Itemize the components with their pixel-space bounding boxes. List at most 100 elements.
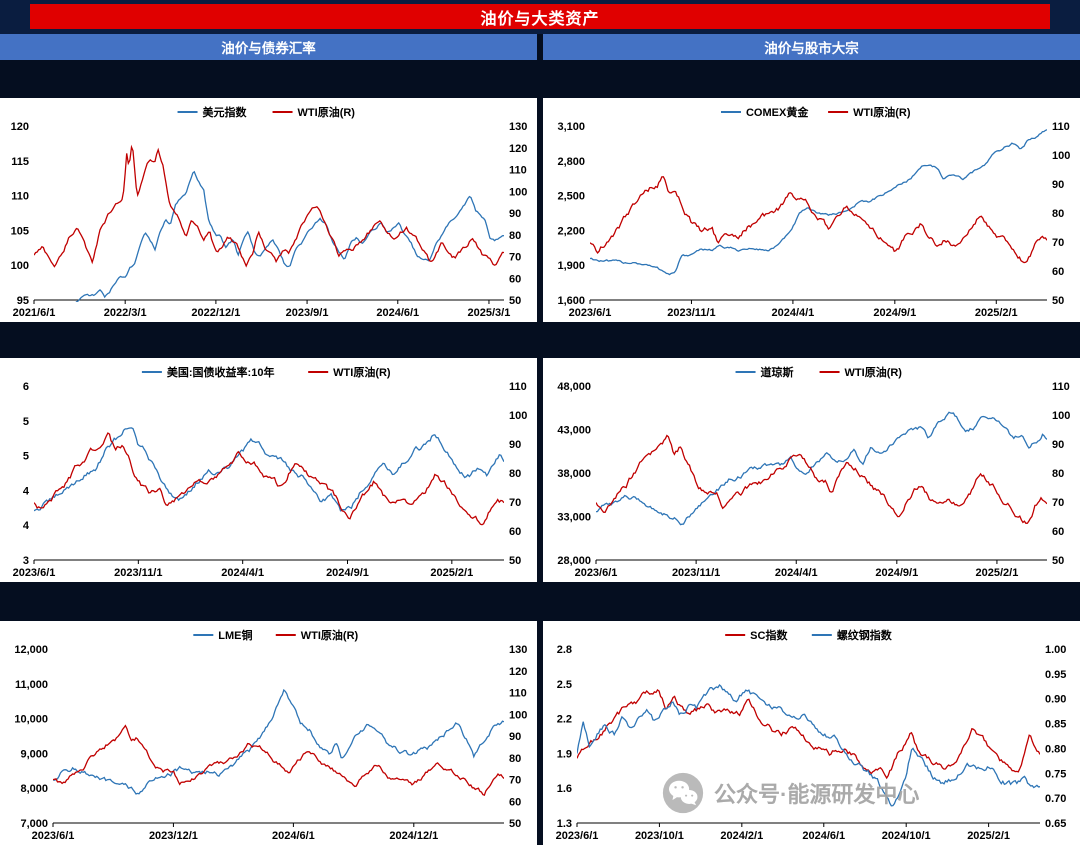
comex-gold-line [590,129,1047,276]
left-axis-label: 12,000 [14,644,48,656]
x-axis-label: 2023/11/1 [667,307,715,319]
x-axis-label: 2025/3/1 [468,307,511,319]
right-axis-label: 80 [1052,468,1064,480]
right-axis-label: 110 [1052,381,1070,393]
right-axis-label: 130 [509,121,527,133]
left-axis-label: 105 [11,225,29,237]
right-axis-label: 110 [509,688,527,700]
chart-canvas: 6 5 5 4 4 3 110 100 90 80 70 60 50 2023/6/1 2023/11/1 2… [13,365,528,579]
right-axis-label: 70 [509,252,521,264]
right-axis-label: 110 [509,381,527,393]
right-axis-label: 70 [1052,237,1064,249]
chart-canvas: 3,100 2,800 2,500 2,200 1,900 1,600 110 100 90 80… [557,105,1070,319]
x-axis-label: 2024/6/1 [802,830,845,842]
right-axis-label: 60 [509,526,521,538]
left-axis-label: 11,000 [15,679,48,691]
right-axis-label: 90 [509,439,521,451]
chart-canvas: 1201151101051009513012011010090807060502… [11,105,528,319]
left-axis-label: 120 [11,121,29,133]
chart-canvas: 48,000 43,000 38,000 33,000 28,000 110 100 90 80… [557,365,1070,579]
right-axis-label: 120 [509,143,527,155]
right-axis-label: 50 [509,295,521,307]
chart-sc-index-vs-rebar-index: 2.8 2.5 2.2 1.9 1.6 1.3 1.00 0.95 0.90 0.85 0.80 0.… [543,621,1080,845]
wti-crude-legend-label: WTI原油(R) [845,365,903,379]
left-axis-label: 4 [23,520,30,532]
x-axis-label: 2024/6/1 [376,307,419,319]
x-axis-label: 2022/3/1 [104,307,147,319]
x-axis-label: 2025/2/1 [976,567,1019,579]
section-header-left: 油价与债券汇率 [0,34,537,60]
left-axis-label: 48,000 [557,381,591,393]
left-axis-label: 2,800 [557,156,585,168]
right-axis-label: 90 [509,208,521,220]
page-title-bar: 油价与大类资产 [30,4,1050,29]
left-axis-label: 115 [11,156,29,168]
x-axis-label: 2023/6/1 [13,567,56,579]
left-axis-label: 2.2 [557,714,572,726]
left-axis-label: 43,000 [557,425,591,437]
rebar-index-legend-label: 螺纹钢指数 [837,628,893,642]
section-headers: 油价与债券汇率 油价与股市大宗 [0,34,1080,60]
dow-jones-legend-label: 道琼斯 [761,365,794,379]
left-axis-label: 38,000 [557,468,591,480]
x-axis-label: 2023/10/1 [635,830,684,842]
wti-crude-legend-label: WTI原油(R) [298,105,356,119]
rebar-index-line [577,684,1040,807]
x-axis-label: 2024/4/1 [221,567,264,579]
left-axis-label: 4 [23,485,30,497]
right-axis-label: 100 [1052,150,1070,162]
watermark: 公众号·能源研发中心 [662,772,919,814]
right-axis-label: 80 [509,753,521,765]
wti-crude-line [34,432,504,526]
right-axis-label: 100 [509,186,527,198]
right-axis-label: 60 [509,273,521,285]
x-axis-label: 2024/12/1 [389,830,438,842]
x-axis-label: 2023/11/1 [672,567,720,579]
left-axis-label: 2,200 [557,225,585,237]
x-axis-label: 2023/6/1 [556,830,599,842]
left-axis-label: 100 [11,260,29,272]
x-axis-label: 2023/11/1 [114,567,162,579]
left-axis-label: 10,000 [14,714,48,726]
lme-copper-line [53,688,504,795]
right-axis-label: 120 [509,666,527,678]
right-axis-label: 130 [509,644,527,656]
left-axis-label: 1,900 [557,260,585,272]
right-axis-label: 50 [509,818,521,830]
left-axis-label: 33,000 [557,512,591,524]
right-axis-label: 110 [509,165,527,177]
section-header-divider [537,34,543,60]
chart-canvas: 12,000 11,000 10,000 9,000 8,000 7,000 130 120 1… [14,628,527,842]
wechat-icon [662,772,704,814]
right-axis-label: 0.65 [1045,818,1066,830]
x-axis-label: 2023/12/1 [149,830,198,842]
right-axis-label: 90 [1052,439,1064,451]
right-axis-label: 80 [509,230,521,242]
left-axis-label: 28,000 [557,555,591,567]
x-axis-label: 2023/6/1 [32,830,75,842]
wti-crude-legend-label: WTI原油(R) [301,628,359,642]
right-axis-label: 60 [1052,526,1064,538]
left-axis-label: 1.9 [557,748,572,760]
right-axis-label: 100 [1052,410,1070,422]
wti-crude-line [34,144,504,268]
left-axis-label: 5 [23,451,29,463]
page-title: 油价与大类资产 [480,10,600,28]
left-axis-label: 2.8 [557,644,572,656]
x-axis-label: 2025/2/1 [967,830,1010,842]
left-axis-label: 6 [23,381,29,393]
x-axis-label: 2025/2/1 [975,307,1018,319]
left-axis-label: 110 [11,191,29,203]
left-axis-label: 9,000 [20,748,48,760]
right-axis-label: 80 [1052,208,1064,220]
x-axis-label: 2024/2/1 [720,830,763,842]
x-axis-label: 2024/9/1 [875,567,918,579]
x-axis-label: 2024/6/1 [272,830,315,842]
left-axis-label: 3,100 [557,121,585,133]
sc-index-line [577,688,1040,780]
right-axis-label: 70 [509,497,521,509]
right-axis-label: 50 [1052,555,1064,567]
x-axis-label: 2024/4/1 [775,567,818,579]
right-axis-label: 0.85 [1045,719,1066,731]
left-axis-label: 95 [17,295,29,307]
